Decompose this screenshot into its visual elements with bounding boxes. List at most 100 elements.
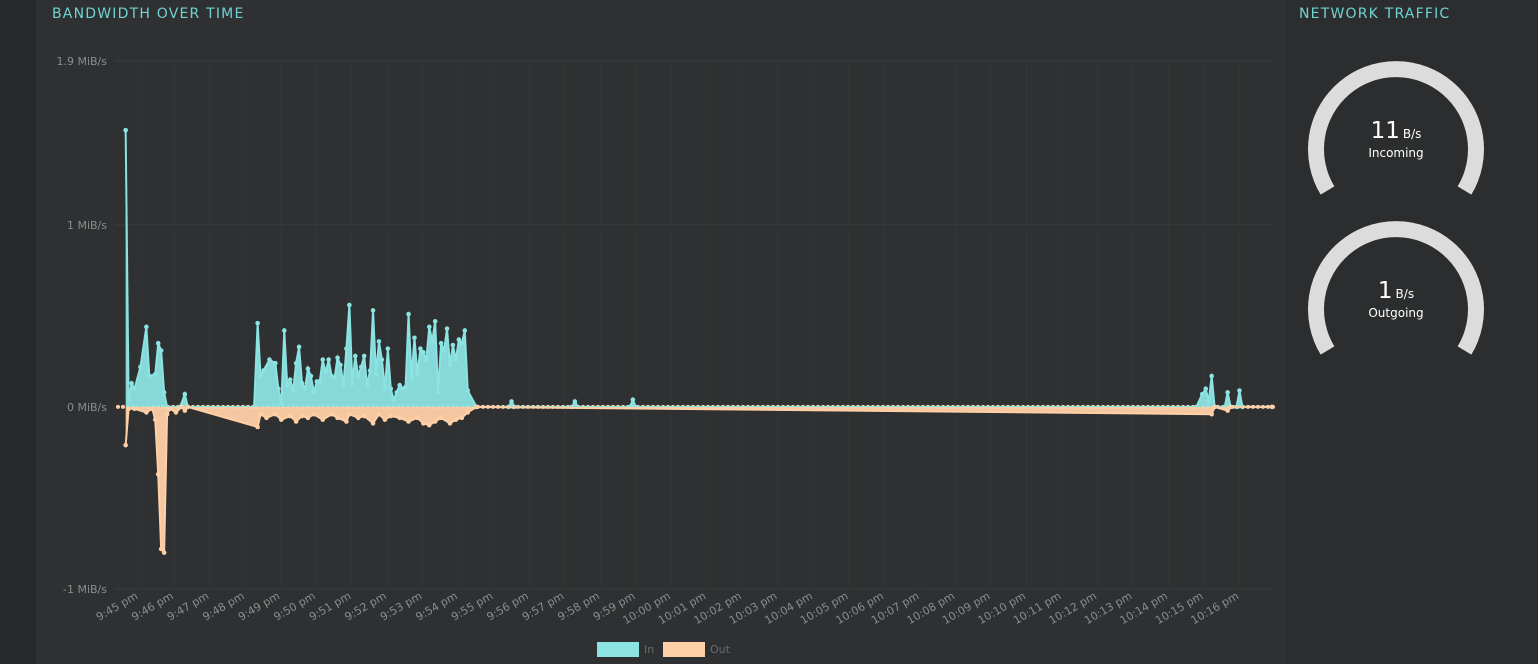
data-point-in: [335, 355, 340, 361]
data-point-in: [409, 375, 414, 381]
data-point-out: [388, 413, 394, 419]
legend-swatch-in: [597, 642, 639, 657]
data-point-out: [361, 413, 367, 419]
legend: In Out: [597, 642, 731, 657]
data-point-in: [459, 340, 465, 346]
y-tick-label: 0 MiB/s: [67, 401, 107, 414]
data-point-out: [432, 419, 438, 424]
data-point-out: [474, 404, 479, 410]
outgoing-value: 1 B/s: [1303, 278, 1489, 304]
outgoing-label: Outgoing: [1368, 306, 1424, 320]
data-point-out: [1209, 411, 1214, 417]
data-point-in: [432, 319, 438, 324]
data-point-out: [329, 411, 334, 417]
data-point-out: [161, 550, 167, 555]
data-point-in: [302, 386, 308, 392]
data-point-out: [279, 417, 284, 422]
data-point-in: [403, 384, 408, 390]
data-point-in: [261, 368, 266, 373]
data-point-in: [355, 373, 361, 379]
data-point-in: [424, 357, 429, 362]
data-point-out: [264, 415, 269, 421]
data-point-in: [350, 380, 355, 386]
data-point-in: [299, 380, 305, 386]
data-point-in: [138, 364, 143, 370]
data-point-in: [361, 353, 367, 359]
legend-label-in: In: [644, 643, 654, 656]
data-point-in: [332, 375, 337, 381]
data-point-out: [158, 546, 164, 552]
data-point-in: [453, 357, 459, 362]
data-point-out: [299, 413, 305, 419]
data-point-in: [385, 346, 391, 351]
data-point-in: [415, 371, 420, 377]
data-point-in: [364, 382, 370, 388]
data-point-in: [320, 357, 326, 362]
baseline-dot: [116, 404, 120, 409]
data-point-out: [132, 406, 137, 412]
data-point-in: [273, 360, 278, 366]
series-line-out: [124, 405, 1273, 556]
data-point-in: [462, 328, 468, 333]
data-point-in: [158, 348, 164, 353]
data-point-in: [438, 340, 444, 346]
data-point-in: [126, 397, 131, 402]
data-point-in: [347, 302, 352, 308]
series-area-in: [125, 130, 1273, 407]
data-point-in: [447, 362, 453, 368]
data-point-in: [450, 342, 456, 348]
data-point-out: [185, 404, 191, 410]
data-point-out: [447, 421, 453, 426]
network-traffic-title: NETWORK TRAFFIC: [1299, 6, 1451, 22]
data-point-in: [1199, 391, 1205, 397]
outgoing-gauge: 1 B/s Outgoing: [1303, 210, 1489, 360]
data-point-in: [129, 380, 134, 386]
data-point-out: [421, 421, 426, 426]
data-point-out: [438, 415, 444, 421]
data-point-in: [152, 371, 158, 377]
data-point-in: [429, 339, 435, 344]
data-point-in: [572, 399, 578, 404]
data-point-in: [1209, 373, 1214, 379]
data-point-in: [276, 386, 281, 392]
data-point-in: [255, 320, 260, 326]
data-point-in: [281, 328, 287, 333]
data-point-in: [1237, 388, 1242, 393]
y-tick-label: 1.9 MiB/s: [56, 55, 107, 68]
data-point-in: [394, 390, 400, 395]
data-point-out: [155, 471, 161, 477]
data-point-out: [255, 424, 260, 430]
data-point-out: [287, 413, 293, 419]
data-point-in: [426, 324, 432, 330]
data-point-in: [1225, 390, 1230, 395]
y-tick-label: 1 MiB/s: [67, 219, 107, 232]
data-point-in: [132, 386, 137, 392]
data-point-in: [284, 382, 290, 388]
data-point-out: [355, 415, 361, 421]
data-point-in: [182, 391, 188, 397]
data-point-out: [415, 415, 420, 421]
data-point-in: [509, 399, 514, 404]
data-point-out: [1225, 408, 1230, 413]
legend-swatch-out: [663, 642, 705, 657]
baseline-dot: [121, 404, 125, 409]
outgoing-gauge-arc: [1308, 221, 1484, 355]
data-point-in: [279, 400, 284, 406]
data-point-in: [344, 346, 349, 351]
data-point-in: [341, 382, 346, 388]
data-point-in: [267, 357, 272, 362]
data-point-in: [155, 340, 161, 346]
data-point-in: [296, 344, 302, 350]
data-point-in: [406, 311, 411, 317]
data-point-in: [441, 348, 447, 353]
data-point-in: [326, 357, 331, 362]
data-point-out: [344, 419, 349, 424]
data-point-out: [426, 422, 432, 428]
data-point-in: [1206, 399, 1212, 404]
data-point-in: [435, 390, 441, 395]
data-point-in: [123, 127, 128, 133]
data-point-in: [1203, 386, 1209, 392]
data-point-in: [290, 388, 296, 393]
bandwidth-title: BANDWIDTH OVER TIME: [52, 6, 245, 22]
left-strip: [0, 0, 36, 664]
